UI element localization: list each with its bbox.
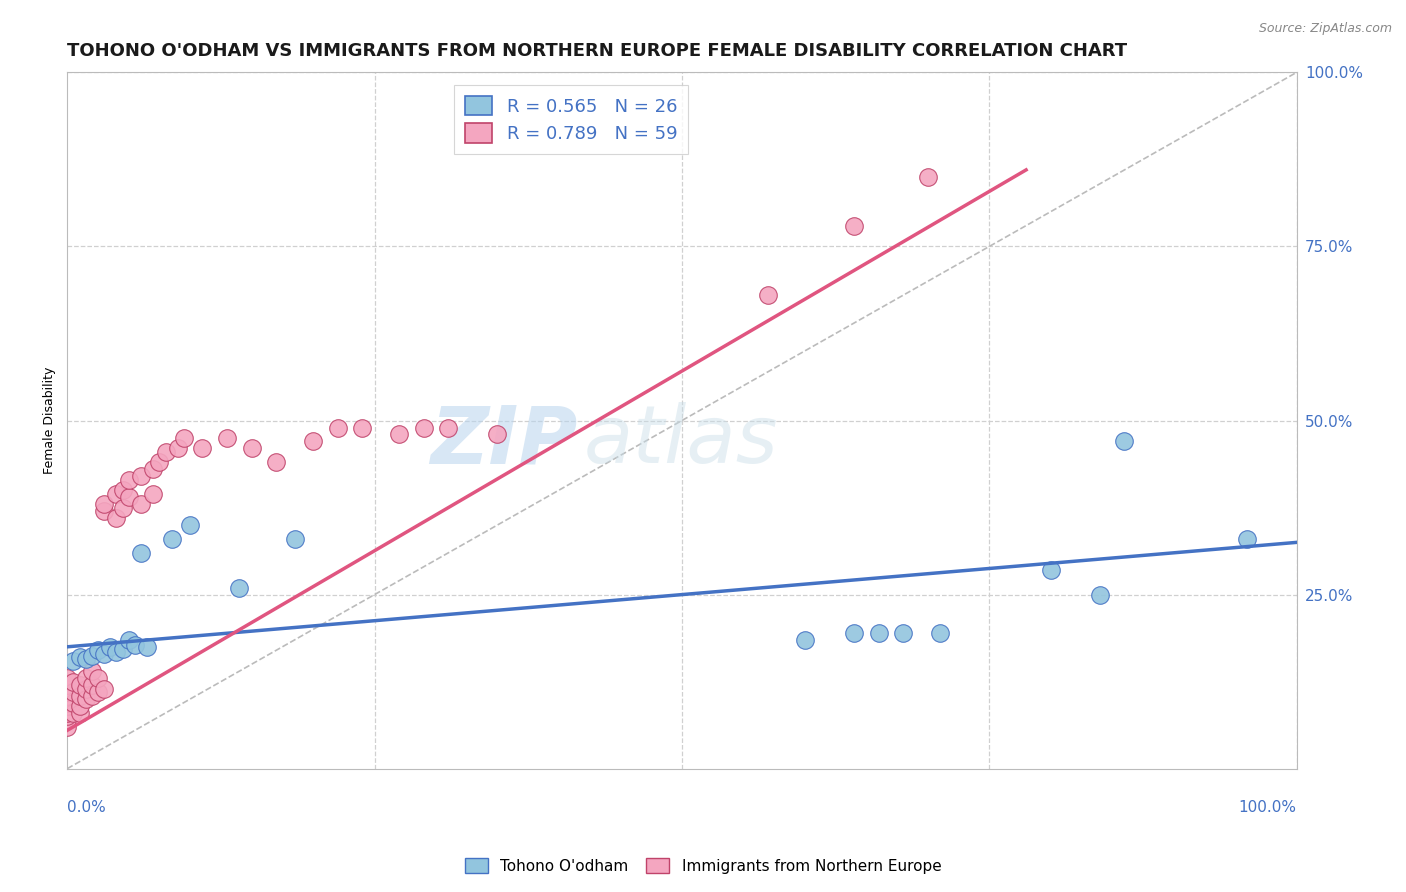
Point xyxy=(56,709,79,723)
Point xyxy=(98,640,121,654)
Point xyxy=(56,689,79,703)
Point xyxy=(62,706,84,720)
Text: TOHONO O'ODHAM VS IMMIGRANTS FROM NORTHERN EUROPE FEMALE DISABILITY CORRELATION : TOHONO O'ODHAM VS IMMIGRANTS FROM NORTHE… xyxy=(67,42,1128,60)
Point xyxy=(118,632,141,647)
Point xyxy=(167,442,190,456)
Point xyxy=(173,431,195,445)
Point xyxy=(412,420,434,434)
Point xyxy=(111,483,134,498)
Point xyxy=(87,643,110,657)
Point xyxy=(56,681,79,696)
Point xyxy=(87,671,110,685)
Point xyxy=(93,681,115,696)
Point xyxy=(793,632,815,647)
Point xyxy=(129,546,152,560)
Point xyxy=(80,689,103,703)
Point xyxy=(118,473,141,487)
Point xyxy=(215,431,238,445)
Text: ZIP: ZIP xyxy=(430,402,578,481)
Point xyxy=(69,678,91,692)
Point xyxy=(155,445,177,459)
Point xyxy=(118,490,141,504)
Point xyxy=(56,720,79,734)
Point xyxy=(56,692,79,706)
Point xyxy=(1088,588,1111,602)
Point xyxy=(75,681,97,696)
Point xyxy=(1114,434,1136,449)
Point xyxy=(142,462,165,476)
Point xyxy=(56,698,79,713)
Point xyxy=(56,706,79,720)
Point xyxy=(87,685,110,699)
Point xyxy=(388,427,411,442)
Point xyxy=(191,442,214,456)
Point xyxy=(352,420,374,434)
Point xyxy=(842,219,865,233)
Point xyxy=(160,532,183,546)
Y-axis label: Female Disability: Female Disability xyxy=(44,367,56,475)
Point xyxy=(148,455,170,469)
Point xyxy=(124,638,146,652)
Text: 100.0%: 100.0% xyxy=(1239,800,1296,815)
Point xyxy=(228,581,250,595)
Point xyxy=(179,518,201,533)
Point xyxy=(326,420,349,434)
Point xyxy=(69,689,91,703)
Point xyxy=(62,654,84,668)
Point xyxy=(75,692,97,706)
Text: atlas: atlas xyxy=(583,402,779,481)
Point xyxy=(129,469,152,483)
Point xyxy=(80,664,103,678)
Point xyxy=(69,706,91,720)
Point xyxy=(917,169,939,184)
Point xyxy=(264,455,287,469)
Point xyxy=(56,671,79,685)
Text: Source: ZipAtlas.com: Source: ZipAtlas.com xyxy=(1258,22,1392,36)
Point xyxy=(437,420,460,434)
Point xyxy=(69,650,91,665)
Point xyxy=(240,442,263,456)
Point xyxy=(891,626,914,640)
Point xyxy=(111,641,134,656)
Point xyxy=(56,678,79,692)
Point xyxy=(80,648,103,663)
Point xyxy=(105,486,128,500)
Point xyxy=(75,671,97,685)
Point xyxy=(1236,532,1258,546)
Point xyxy=(868,626,890,640)
Point xyxy=(486,427,509,442)
Point xyxy=(842,626,865,640)
Point xyxy=(302,434,325,449)
Point xyxy=(80,678,103,692)
Legend: R = 0.565   N = 26, R = 0.789   N = 59: R = 0.565 N = 26, R = 0.789 N = 59 xyxy=(454,85,688,153)
Point xyxy=(111,500,134,515)
Legend: Tohono O'odham, Immigrants from Northern Europe: Tohono O'odham, Immigrants from Northern… xyxy=(458,852,948,880)
Point xyxy=(105,645,128,659)
Point xyxy=(62,674,84,689)
Text: 0.0%: 0.0% xyxy=(67,800,105,815)
Point xyxy=(1039,563,1062,577)
Point xyxy=(93,647,115,661)
Point xyxy=(136,640,159,654)
Point xyxy=(105,511,128,525)
Point xyxy=(75,651,97,665)
Point xyxy=(56,696,79,710)
Point xyxy=(929,626,952,640)
Point xyxy=(756,288,779,302)
Point xyxy=(93,504,115,518)
Point xyxy=(129,497,152,511)
Point xyxy=(284,532,307,546)
Point xyxy=(56,685,79,699)
Point xyxy=(62,696,84,710)
Point xyxy=(93,497,115,511)
Point xyxy=(56,713,79,727)
Point xyxy=(62,685,84,699)
Point xyxy=(69,698,91,713)
Point xyxy=(142,486,165,500)
